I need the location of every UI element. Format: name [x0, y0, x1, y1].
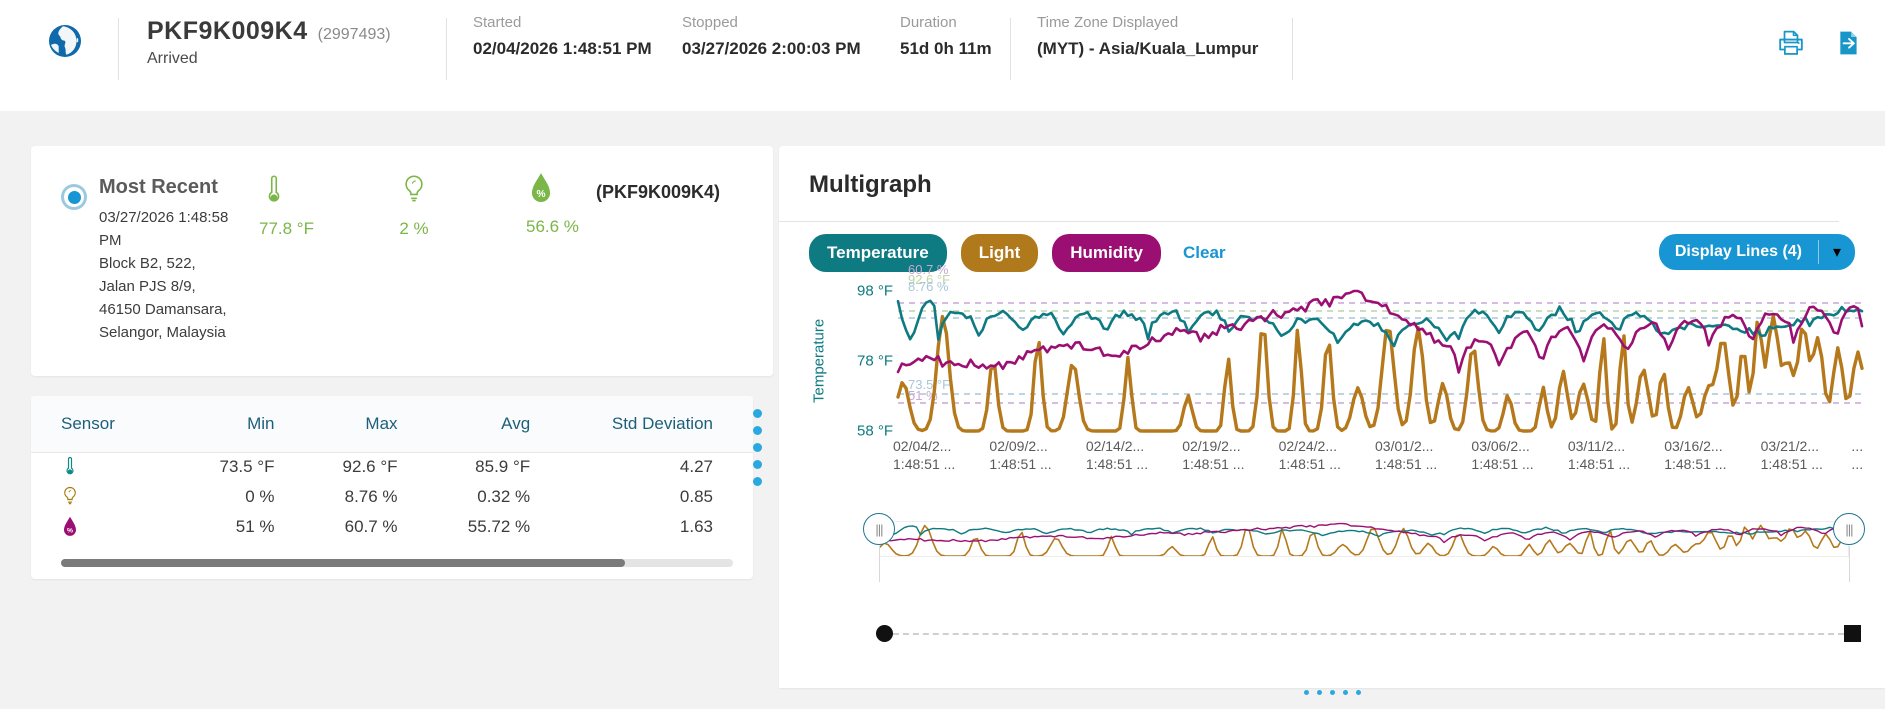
svg-text:%: %	[536, 189, 545, 200]
svg-text:%: %	[67, 527, 73, 534]
